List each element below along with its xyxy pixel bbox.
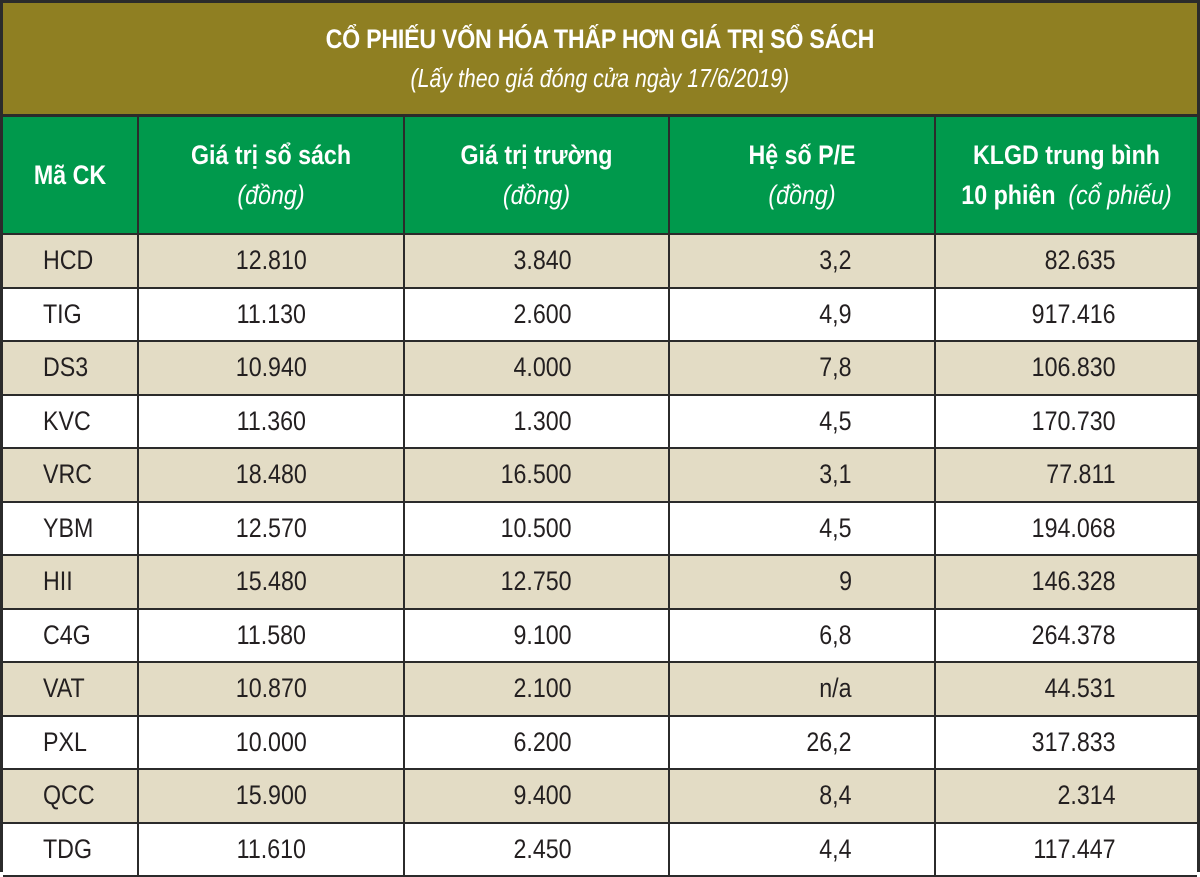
table-row: YBM 12.570 10.500 4,5 194.068 [3,500,1197,556]
cell-book-value: 18.480 [137,447,405,503]
cell-book-value: 10.870 [137,661,405,717]
cell-pe: 4,4 [668,821,936,877]
header-market-value: Giá trị trường (đồng) [403,117,670,235]
cell-avg-volume: 2.314 [934,768,1197,824]
cell-code: VRC [3,447,139,503]
cell-pe: 7,8 [668,340,936,396]
table-title: CỔ PHIẾU VỐN HÓA THẤP HƠN GIÁ TRỊ SỔ SÁC… [325,23,875,54]
cell-market-value: 10.500 [403,500,670,556]
cell-pe: 3,2 [668,233,936,289]
cell-code: KVC [3,393,139,449]
cell-avg-volume: 44.531 [934,661,1197,717]
cell-pe: n/a [668,661,936,717]
cell-pe: 6,8 [668,607,936,663]
table-subtitle: (Lấy theo giá đóng cửa ngày 17/6/2019) [410,62,790,93]
header-avg-volume: KLGD trung bình 10 phiên (cổ phiếu) [934,117,1197,235]
table-row: TDG 11.610 2.450 4,4 117.447 [3,821,1197,877]
cell-book-value: 10.000 [137,714,405,770]
cell-code: C4G [3,607,139,663]
cell-book-value: 11.130 [137,286,405,342]
cell-market-value: 9.100 [403,607,670,663]
cell-code: TDG [3,821,139,877]
table-row: HII 15.480 12.750 9 146.328 [3,554,1197,610]
cell-book-value: 15.900 [137,768,405,824]
cell-market-value: 16.500 [403,447,670,503]
cell-market-value: 2.600 [403,286,670,342]
cell-book-value: 11.610 [137,821,405,877]
header-stock-code: Mã CK [3,117,139,235]
cell-code: DS3 [3,340,139,396]
cell-code: PXL [3,714,139,770]
header-row: Mã CK Giá trị sổ sách (đồng) Giá trị trư… [3,117,1197,235]
table-body: HCD 12.810 3.840 3,2 82.635 TIG 11.130 2… [3,233,1197,877]
title-bar: CỔ PHIẾU VỐN HÓA THẤP HƠN GIÁ TRỊ SỔ SÁC… [3,3,1197,117]
cell-avg-volume: 194.068 [934,500,1197,556]
cell-avg-volume: 106.830 [934,340,1197,396]
cell-market-value: 6.200 [403,714,670,770]
cell-avg-volume: 77.811 [934,447,1197,503]
cell-avg-volume: 146.328 [934,554,1197,610]
table-row: PXL 10.000 6.200 26,2 317.833 [3,714,1197,770]
table-row: DS3 10.940 4.000 7,8 106.830 [3,340,1197,396]
cell-book-value: 12.810 [137,233,405,289]
stock-table: Mã CK Giá trị sổ sách (đồng) Giá trị trư… [3,117,1197,877]
table-row: TIG 11.130 2.600 4,9 917.416 [3,286,1197,342]
cell-market-value: 12.750 [403,554,670,610]
cell-book-value: 12.570 [137,500,405,556]
cell-avg-volume: 170.730 [934,393,1197,449]
cell-pe: 4,5 [668,500,936,556]
cell-code: HII [3,554,139,610]
cell-book-value: 10.940 [137,340,405,396]
table-row: KVC 11.360 1.300 4,5 170.730 [3,393,1197,449]
cell-pe: 4,9 [668,286,936,342]
table-row: VAT 10.870 2.100 n/a 44.531 [3,661,1197,717]
cell-avg-volume: 117.447 [934,821,1197,877]
cell-code: QCC [3,768,139,824]
header-book-value: Giá trị sổ sách (đồng) [137,117,405,235]
cell-book-value: 11.360 [137,393,405,449]
table-row: VRC 18.480 16.500 3,1 77.811 [3,447,1197,503]
cell-code: VAT [3,661,139,717]
cell-book-value: 15.480 [137,554,405,610]
table-row: C4G 11.580 9.100 6,8 264.378 [3,607,1197,663]
table-row: QCC 15.900 9.400 8,4 2.314 [3,768,1197,824]
cell-code: HCD [3,233,139,289]
cell-market-value: 1.300 [403,393,670,449]
cell-book-value: 11.580 [137,607,405,663]
table-row: HCD 12.810 3.840 3,2 82.635 [3,233,1197,289]
cell-code: TIG [3,286,139,342]
cell-market-value: 9.400 [403,768,670,824]
cell-pe: 3,1 [668,447,936,503]
cell-avg-volume: 264.378 [934,607,1197,663]
cell-pe: 8,4 [668,768,936,824]
cell-code: YBM [3,500,139,556]
cell-market-value: 3.840 [403,233,670,289]
cell-pe: 9 [668,554,936,610]
cell-avg-volume: 917.416 [934,286,1197,342]
cell-avg-volume: 317.833 [934,714,1197,770]
header-pe-ratio: Hệ số P/E (đồng) [668,117,936,235]
cell-pe: 26,2 [668,714,936,770]
cell-market-value: 2.100 [403,661,670,717]
cell-avg-volume: 82.635 [934,233,1197,289]
cell-market-value: 2.450 [403,821,670,877]
cell-market-value: 4.000 [403,340,670,396]
cell-pe: 4,5 [668,393,936,449]
